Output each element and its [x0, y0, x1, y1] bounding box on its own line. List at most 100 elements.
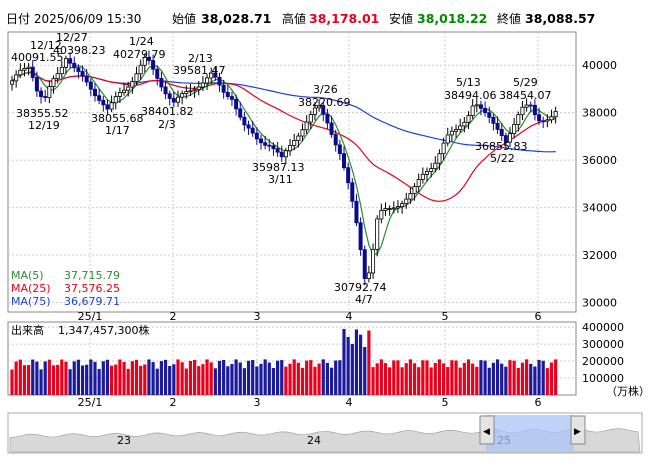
volume-bar — [404, 363, 408, 395]
volume-bar — [47, 359, 51, 395]
candle-body — [205, 77, 210, 84]
candle-body — [400, 203, 405, 207]
volume-bar — [39, 369, 43, 395]
volume-bar — [433, 363, 437, 395]
candle-body — [283, 150, 288, 158]
candle-body — [458, 125, 463, 130]
volume-bar — [251, 360, 255, 395]
candle-body — [424, 171, 429, 175]
price-candles — [9, 50, 558, 286]
candle-body — [39, 90, 44, 97]
volume-bar — [213, 368, 217, 395]
volume-bar — [85, 364, 89, 395]
volume-bar — [321, 359, 325, 395]
open-value: 38,028.71 — [201, 11, 271, 26]
navigator-right-handle-icon: ▶ — [574, 427, 581, 437]
candle-body — [225, 91, 230, 97]
ma-legend-label: MA(5) — [11, 269, 44, 282]
volume-bar — [313, 366, 317, 395]
volume-bar — [188, 360, 193, 395]
volume-x-tick-label: 4 — [346, 396, 353, 409]
annotation-label: 3/11 — [268, 173, 293, 186]
price-x-tick-label: 2 — [170, 310, 177, 323]
volume-bar — [122, 361, 126, 395]
volume-bar — [280, 360, 284, 395]
volume-bar — [155, 368, 159, 395]
volume-bars — [10, 328, 558, 395]
volume-bar — [325, 362, 329, 395]
volume-bar — [379, 359, 383, 395]
volume-bar — [334, 360, 338, 395]
candle-body — [234, 98, 239, 110]
volume-bar — [350, 343, 354, 395]
low-value: 38,018.22 — [417, 11, 487, 26]
candle-body — [105, 104, 110, 110]
volume-bar — [72, 361, 76, 395]
low-label: 安値 — [389, 11, 413, 26]
volume-bar — [118, 359, 122, 395]
candle-body — [350, 182, 355, 202]
candle-body — [229, 96, 234, 100]
volume-y-tick-label: 300000 — [582, 338, 624, 351]
navigator-left-handle[interactable] — [479, 415, 495, 445]
volume-bar — [516, 367, 520, 395]
volume-x-tick-label: 3 — [254, 396, 261, 409]
candle-body — [325, 113, 330, 124]
annotation-label: 38220.69 — [298, 96, 351, 109]
navigator-right-handle[interactable] — [570, 415, 586, 445]
volume-bar — [288, 363, 292, 395]
candle-body — [466, 115, 471, 123]
candle-body — [312, 107, 317, 115]
volume-bar — [392, 360, 396, 395]
volume-unit: （万株） — [606, 384, 650, 398]
candle-body — [503, 135, 508, 143]
volume-bar — [429, 367, 433, 395]
volume-bar — [271, 367, 276, 395]
candle-body — [101, 99, 106, 106]
volume-bar — [396, 360, 400, 395]
volume-bar — [159, 361, 163, 395]
candle-body — [43, 96, 48, 98]
annotation-label: 12/19 — [28, 119, 60, 132]
volume-bar — [60, 359, 64, 395]
volume-title: 出来高 — [11, 323, 44, 337]
price-panel — [7, 31, 577, 313]
candle-body — [391, 207, 396, 210]
volume-bar — [412, 363, 417, 395]
high-value: 38,178.01 — [309, 11, 379, 26]
ma5-line — [11, 64, 556, 256]
volume-x-ticks: 25/1 2 3 4 5 6 — [78, 396, 542, 409]
candle-body — [47, 86, 52, 98]
volume-bar — [27, 365, 31, 395]
volume-bar — [525, 359, 529, 395]
volume-bar — [197, 366, 201, 395]
candle-body — [333, 134, 338, 146]
volume-bar — [114, 364, 118, 395]
annotation-label: 12/12 — [30, 39, 62, 52]
volume-bar — [462, 362, 466, 395]
volume-bar — [105, 359, 110, 395]
navigator-range[interactable] — [486, 415, 574, 451]
annotation-label: 2/3 — [158, 118, 176, 131]
annotation-label: 38454.07 — [499, 89, 552, 102]
candle-body — [366, 272, 371, 280]
candle-body — [462, 121, 467, 127]
candle-body — [308, 114, 313, 123]
candle-body — [499, 128, 504, 136]
candle-body — [72, 62, 77, 69]
volume-x-tick-label: 6 — [535, 396, 542, 409]
volume-bar — [367, 330, 371, 395]
candle-body — [155, 68, 160, 79]
candle-body — [429, 168, 434, 172]
volume-bar — [246, 360, 251, 395]
volume-bar — [475, 366, 479, 395]
volume-bar — [184, 368, 188, 395]
annotation-label: 12/27 — [56, 31, 88, 44]
volume-bar — [300, 367, 305, 395]
volume-bar — [383, 363, 388, 395]
volume-bar — [242, 368, 246, 395]
volume-bar — [64, 361, 68, 395]
volume-bar — [541, 360, 545, 395]
